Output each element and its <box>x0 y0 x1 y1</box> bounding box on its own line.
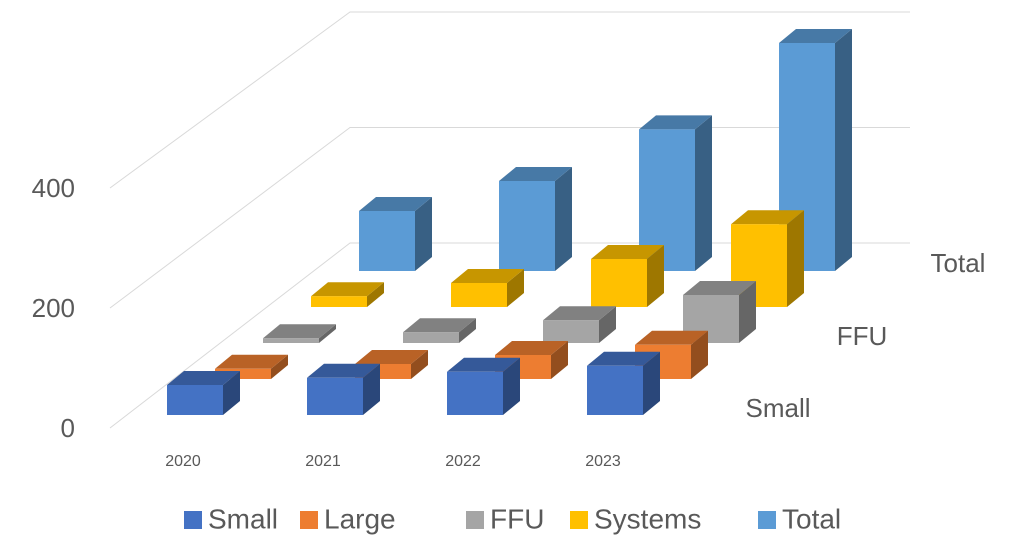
legend-label: FFU <box>490 503 544 534</box>
bar <box>499 181 555 271</box>
bar <box>403 332 459 343</box>
bar-top <box>591 245 664 259</box>
y-tick-label: 0 <box>61 413 75 443</box>
bar-side <box>739 281 756 343</box>
bar-side <box>411 350 428 379</box>
bar-top <box>263 324 336 339</box>
legend-label: Total <box>782 503 841 534</box>
bar-side <box>551 341 568 379</box>
bar <box>587 365 643 415</box>
bar-top <box>499 167 572 181</box>
legend-swatch <box>184 511 202 529</box>
bar-side <box>363 363 380 415</box>
bar-top <box>307 363 380 378</box>
legend-swatch <box>570 511 588 529</box>
bar-side <box>459 318 476 343</box>
bar-top <box>359 197 432 211</box>
bar-side <box>223 371 240 415</box>
bar-top <box>731 210 804 225</box>
legend-label: Large <box>324 503 396 534</box>
bar-side <box>503 357 520 415</box>
bar <box>451 283 507 307</box>
bar-side <box>507 269 524 307</box>
y-tick-label: 400 <box>32 173 75 203</box>
x-tick-label: 2023 <box>585 453 621 470</box>
bar <box>359 211 415 271</box>
bar-side <box>695 115 712 272</box>
bar <box>307 377 363 415</box>
bar-top <box>587 351 660 366</box>
bar <box>447 371 503 415</box>
bar <box>311 296 367 307</box>
bar-top <box>495 341 568 355</box>
bar-top <box>403 318 476 333</box>
legend-swatch <box>300 511 318 529</box>
bar-top <box>167 371 240 385</box>
depth-label: Total <box>931 248 986 278</box>
bar-side <box>691 330 708 379</box>
bar-top <box>215 354 288 369</box>
depth-label: FFU <box>837 321 888 351</box>
bar-top <box>311 282 384 297</box>
x-tick-label: 2022 <box>445 453 481 470</box>
x-tick-label: 2020 <box>165 453 201 470</box>
bar-side <box>835 29 852 271</box>
grid-line <box>109 242 910 429</box>
bar-side <box>787 210 804 307</box>
legend-label: Small <box>208 503 278 534</box>
bar-top <box>543 306 616 321</box>
legend-label: Systems <box>594 503 701 534</box>
bar <box>167 385 223 415</box>
legend-swatch <box>758 511 776 529</box>
bar-side <box>319 324 336 343</box>
bar-top <box>635 330 708 345</box>
bar-top <box>639 115 712 130</box>
bar-top <box>447 357 520 372</box>
bar-side <box>415 197 432 271</box>
bar <box>215 368 271 379</box>
bar-top <box>779 29 852 43</box>
legend-swatch <box>466 511 484 529</box>
bar-top <box>451 269 524 283</box>
grid-line <box>109 127 910 309</box>
bar-side <box>271 354 288 379</box>
x-tick-label: 2021 <box>305 453 341 470</box>
depth-label: Small <box>745 393 810 423</box>
bar-side <box>643 351 660 415</box>
bar-top <box>683 281 756 295</box>
bar <box>543 320 599 343</box>
bar <box>263 338 319 343</box>
bar-side <box>599 306 616 343</box>
bar-top <box>355 350 428 364</box>
y-tick-label: 200 <box>32 293 75 323</box>
bar-side <box>647 245 664 307</box>
grid-line <box>109 11 910 189</box>
bar <box>591 259 647 307</box>
bar-side <box>367 282 384 307</box>
bar-side <box>555 167 572 271</box>
